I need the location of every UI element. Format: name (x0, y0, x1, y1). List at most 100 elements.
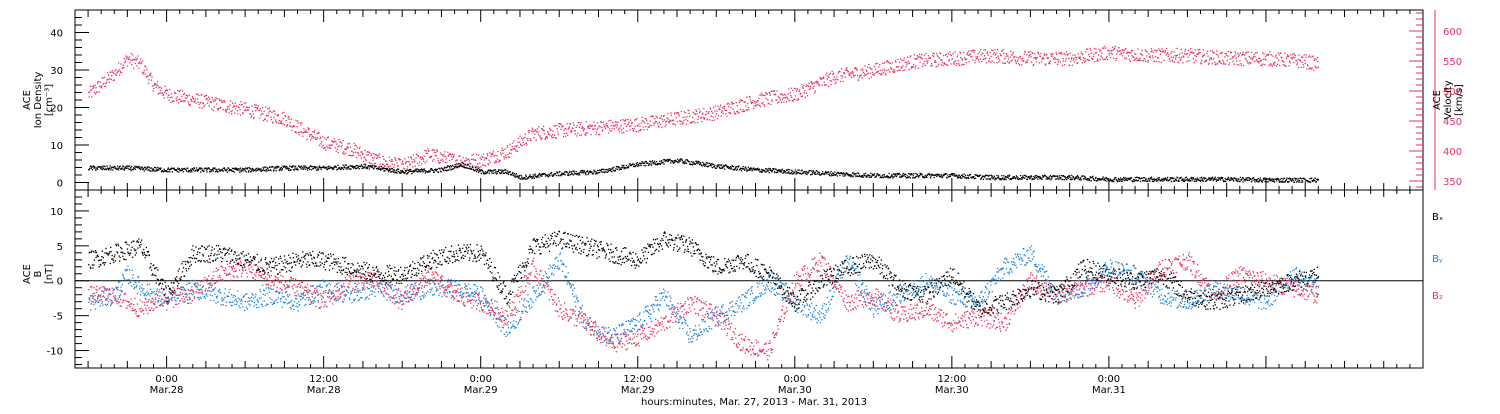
velocity-point-pt (1016, 63, 1017, 64)
density-point-pt (599, 172, 600, 173)
velocity-point-pt (935, 62, 936, 63)
velocity-point-pt (1139, 58, 1140, 59)
velocity-point-pt (198, 102, 199, 103)
velocity-point-pt (395, 159, 396, 160)
density-point-pt (804, 171, 805, 172)
velocity-point-pt (994, 49, 995, 50)
velocity-point-pt (332, 144, 333, 145)
density-point-pt (256, 168, 257, 169)
by-point-pt (183, 287, 184, 288)
density-point-pt (1034, 179, 1035, 180)
velocity-point-pt (919, 54, 920, 55)
density-point-pt (372, 166, 373, 167)
velocity-point-pt (1242, 52, 1243, 53)
by-point-pt (184, 288, 185, 289)
density-point-pt (970, 174, 971, 175)
density-point-pt (1106, 177, 1107, 178)
velocity-point-pt (251, 105, 252, 106)
velocity-point-pt (296, 126, 297, 127)
by-point-pt (173, 307, 174, 308)
density-point-pt (724, 166, 725, 167)
velocity-point-pt (1145, 49, 1146, 50)
velocity-point-pt (882, 70, 883, 71)
velocity-point-pt (902, 65, 903, 66)
velocity-point-pt (1040, 53, 1041, 54)
density-point-pt (443, 170, 444, 171)
velocity-point-pt (1224, 56, 1225, 57)
velocity-point-pt (553, 137, 554, 138)
velocity-point-pt (1271, 54, 1272, 55)
velocity-point-pt (757, 104, 758, 105)
velocity-point-pt (118, 62, 119, 63)
velocity-point-pt (726, 116, 727, 117)
velocity-point-pt (634, 128, 635, 129)
velocity-point-pt (383, 159, 384, 160)
velocity-point-pt (617, 124, 618, 125)
density-point-pt (1284, 178, 1285, 179)
velocity-point-pt (484, 159, 485, 160)
density-point-pt (942, 176, 943, 177)
velocity-point-pt (195, 98, 196, 99)
velocity-point-pt (250, 117, 251, 118)
by-point-pt (103, 292, 104, 293)
velocity-point-pt (361, 158, 362, 159)
density-point-pt (501, 173, 502, 174)
density-point-pt (548, 176, 549, 177)
velocity-point-pt (1262, 52, 1263, 53)
velocity-point-pt (212, 99, 213, 100)
velocity-point-pt (506, 157, 507, 158)
velocity-point-pt (524, 144, 525, 145)
velocity-point-pt (1217, 63, 1218, 64)
velocity-point-pt (1227, 60, 1228, 61)
velocity-point-pt (670, 121, 671, 122)
density-point-pt (340, 169, 341, 170)
velocity-point-pt (291, 118, 292, 119)
velocity-point-pt (1009, 57, 1010, 58)
density-point-pt (967, 175, 968, 176)
velocity-point-pt (978, 53, 979, 54)
velocity-point-pt (625, 120, 626, 121)
velocity-point-pt (992, 50, 993, 51)
velocity-point-pt (935, 60, 936, 61)
velocity-point-pt (934, 53, 935, 54)
velocity-point-pt (283, 112, 284, 113)
density-point-pt (1311, 178, 1312, 179)
velocity-point-pt (1041, 61, 1042, 62)
velocity-point-pt (567, 123, 568, 124)
velocity-point-pt (1237, 53, 1238, 54)
velocity-point-pt (799, 89, 800, 90)
velocity-point-pt (362, 153, 363, 154)
velocity-point-pt (941, 64, 942, 65)
by-point-pt (178, 298, 179, 299)
velocity-point-pt (1068, 53, 1069, 54)
density-point-pt (1253, 177, 1254, 178)
velocity-point-pt (937, 65, 938, 66)
velocity-point-pt (1021, 64, 1022, 65)
velocity-point-pt (1098, 49, 1099, 50)
velocity-point-pt (409, 161, 410, 162)
velocity-point-pt (1117, 51, 1118, 52)
density-point-pt (996, 175, 997, 176)
velocity-point-pt (217, 109, 218, 110)
velocity-point-pt (657, 123, 658, 124)
velocity-point-pt (1227, 56, 1228, 57)
velocity-point-pt (426, 161, 427, 162)
density-point-pt (302, 167, 303, 168)
velocity-point-pt (237, 113, 238, 114)
velocity-point-pt (101, 87, 102, 88)
velocity-point-pt (1049, 62, 1050, 63)
by-point-pt (119, 295, 120, 296)
density-point-pt (365, 164, 366, 165)
velocity-point-pt (268, 112, 269, 113)
velocity-point-pt (1104, 46, 1105, 47)
velocity-point-pt (300, 124, 301, 125)
by-point-pt (211, 291, 212, 292)
velocity-point-pt (307, 132, 308, 133)
velocity-point-pt (870, 73, 871, 74)
velocity-point-pt (314, 130, 315, 131)
velocity-point-pt (239, 104, 240, 105)
by-point-pt (108, 297, 109, 298)
velocity-point-pt (335, 141, 336, 142)
velocity-point-pt (1145, 61, 1146, 62)
